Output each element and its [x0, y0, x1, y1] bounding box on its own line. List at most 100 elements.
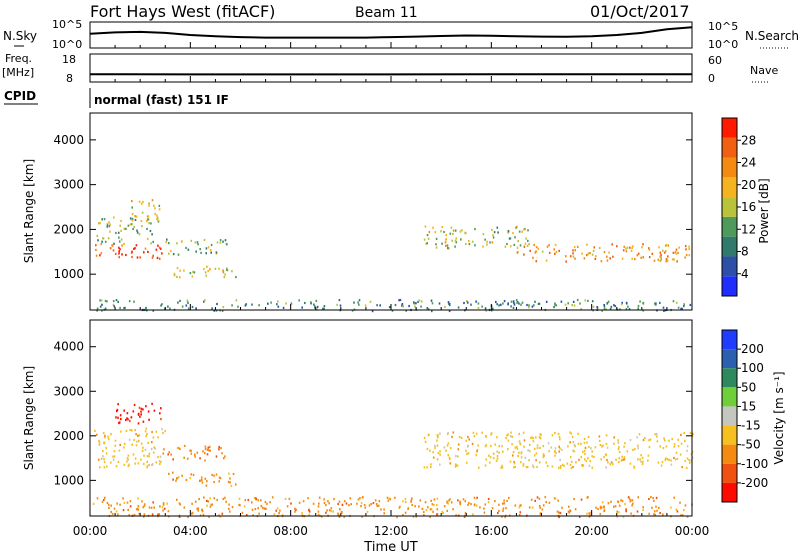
scatter-point — [520, 456, 523, 459]
scatter-point — [583, 437, 586, 440]
scatter-point — [519, 511, 522, 514]
scatter-point — [226, 243, 228, 246]
scatter-point — [521, 230, 523, 233]
scatter-point — [476, 496, 478, 499]
scatter-point — [95, 254, 98, 257]
scatter-point — [152, 240, 154, 243]
scatter-point — [620, 303, 623, 306]
scatter-point — [131, 255, 133, 259]
scatter-point — [134, 218, 137, 222]
scatter-point — [425, 509, 428, 512]
scatter-point — [572, 449, 574, 452]
cpid-label: CPID — [4, 89, 36, 103]
scatter-point — [148, 455, 150, 458]
scatter-point — [223, 275, 226, 279]
scatter-point — [602, 444, 604, 447]
scatter-point — [435, 243, 437, 246]
scatter-point — [671, 438, 673, 441]
scatter-point — [115, 231, 117, 235]
scatter-point — [452, 431, 455, 434]
scatter-point — [190, 452, 193, 455]
scatter-point — [527, 449, 529, 452]
scatter-point — [142, 408, 144, 411]
scatter-point — [151, 463, 154, 466]
scatter-point — [177, 301, 179, 304]
scatter-point — [113, 507, 116, 510]
scatter-point — [459, 501, 461, 504]
scatter-point — [424, 440, 427, 443]
scatter-point — [314, 305, 316, 308]
noise-right-tick-top: 10^5 — [708, 20, 738, 33]
scatter-point — [583, 449, 586, 452]
scatter-point — [501, 445, 503, 448]
scatter-point — [587, 252, 590, 255]
scatter-point — [585, 460, 588, 463]
scatter-point — [512, 300, 515, 303]
scatter-point — [423, 510, 425, 514]
scatter-point — [503, 502, 506, 505]
scatter-point — [271, 496, 274, 499]
scatter-point — [204, 477, 207, 480]
scatter-point — [110, 433, 112, 436]
scatter-point — [465, 461, 468, 464]
scatter-point — [369, 300, 372, 303]
scatter-point — [665, 457, 667, 460]
scatter-point — [498, 503, 500, 506]
scatter-point — [146, 432, 148, 436]
scatter-point — [330, 507, 333, 510]
scatter-point — [286, 505, 289, 508]
scatter-point — [191, 275, 194, 278]
scatter-point — [474, 228, 476, 231]
scatter-point — [115, 465, 118, 468]
scatter-point — [131, 219, 134, 222]
scatter-point — [216, 241, 219, 244]
scatter-point — [197, 509, 199, 512]
scatter-point — [417, 300, 419, 303]
scatter-point — [486, 243, 488, 246]
scatter-point — [402, 514, 404, 517]
scatter-point — [218, 267, 220, 270]
scatter-point — [152, 436, 155, 439]
scatter-point — [467, 435, 469, 439]
scatter-point — [427, 433, 430, 436]
scatter-point — [230, 484, 233, 487]
scatter-point — [378, 500, 381, 503]
scatter-point — [665, 258, 668, 261]
scatter-point — [587, 299, 589, 302]
scatter-point — [457, 443, 460, 446]
scatter-point — [631, 504, 633, 507]
scatter-point — [507, 303, 509, 306]
scatter-point — [657, 258, 660, 261]
scatter-point — [580, 308, 582, 311]
colorbar-tick-label: -15 — [741, 419, 761, 433]
scatter-point — [510, 431, 512, 434]
scatter-point — [679, 501, 681, 504]
scatter-point — [574, 249, 576, 252]
scatter-point — [129, 223, 132, 226]
scatter-point — [601, 445, 603, 448]
scatter-point — [163, 448, 165, 451]
scatter-point — [328, 502, 330, 505]
scatter-point — [447, 442, 450, 445]
scatter-point — [511, 443, 513, 446]
scatter-point — [137, 505, 140, 508]
scatter-point — [436, 435, 439, 438]
scatter-point — [102, 432, 105, 435]
scatter-point — [396, 516, 398, 519]
scatter-point — [99, 222, 101, 225]
scatter-point — [98, 441, 101, 444]
scatter-point — [513, 462, 516, 465]
scatter-point — [313, 303, 315, 306]
scatter-point — [95, 248, 97, 251]
y-tick-label: 1000 — [53, 267, 84, 281]
scatter-point — [141, 500, 143, 503]
scatter-point — [199, 457, 201, 460]
scatter-point — [349, 497, 352, 500]
scatter-point — [662, 249, 664, 252]
scatter-point — [391, 309, 394, 312]
scatter-point — [98, 443, 101, 446]
scatter-point — [169, 307, 171, 310]
scatter-point — [655, 302, 657, 305]
scatter-point — [615, 458, 617, 461]
scatter-point — [554, 243, 557, 247]
